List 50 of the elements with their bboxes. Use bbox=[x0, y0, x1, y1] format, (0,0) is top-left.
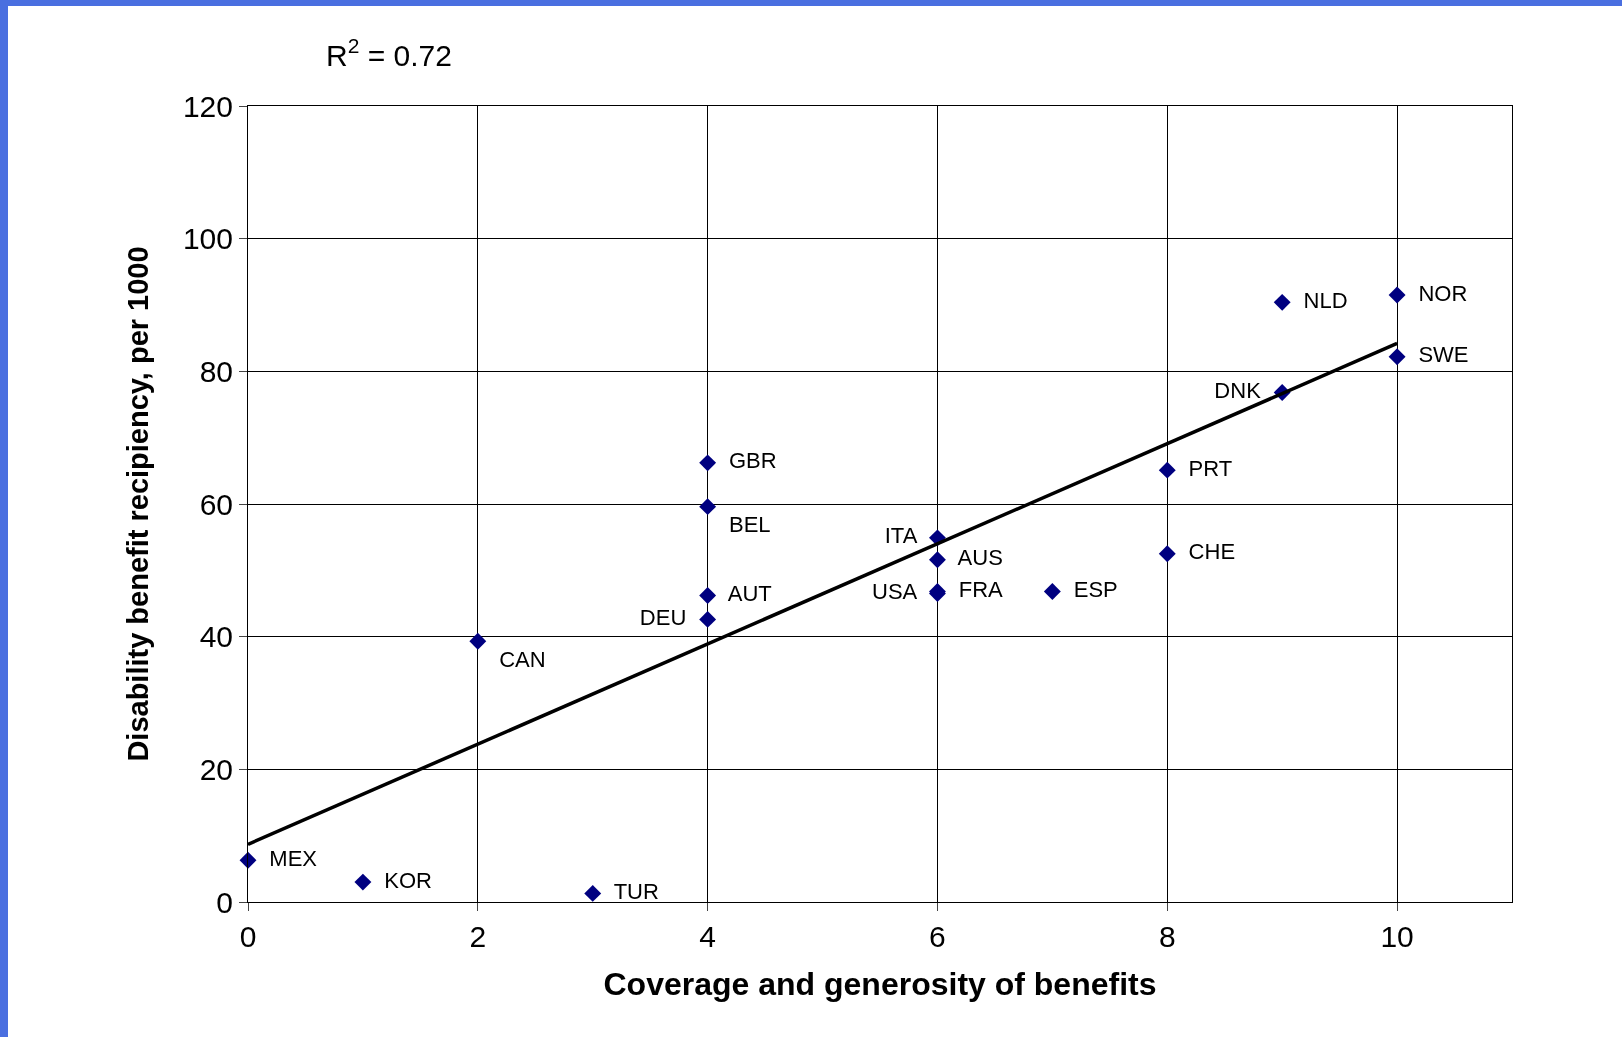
y-tick-label: 60 bbox=[199, 487, 233, 521]
point bbox=[1388, 286, 1406, 304]
y-tick-label: 40 bbox=[199, 620, 233, 654]
point bbox=[929, 551, 946, 569]
data-label: NLD bbox=[1291, 287, 1360, 313]
data-label: CAN bbox=[486, 646, 558, 672]
point bbox=[239, 851, 257, 869]
y-tick-label: 120 bbox=[182, 89, 233, 123]
y-tick-label: 100 bbox=[182, 222, 233, 256]
data-label: ITA bbox=[872, 523, 929, 549]
point bbox=[1388, 348, 1406, 366]
y-axis-title: Disability benefit recipiency, per 1000 bbox=[122, 246, 155, 762]
data-label: USA bbox=[859, 579, 929, 605]
data-label: AUS bbox=[946, 545, 1016, 571]
point bbox=[699, 610, 717, 628]
x-tick-label: 8 bbox=[1158, 920, 1176, 953]
data-label: DNK bbox=[1202, 378, 1274, 404]
point bbox=[699, 454, 717, 472]
point bbox=[699, 498, 717, 516]
point bbox=[1043, 583, 1061, 601]
x-axis-title: Coverage and generosity of benefits bbox=[603, 965, 1157, 1002]
x-tick-label: 2 bbox=[469, 920, 487, 953]
data-label: TUR bbox=[601, 878, 672, 904]
data-label: BEL bbox=[716, 512, 782, 538]
data-label: DEU bbox=[627, 604, 699, 630]
data-label: NOR bbox=[1406, 280, 1480, 306]
x-tick-label: 10 bbox=[1380, 920, 1414, 953]
data-label: PRT bbox=[1176, 455, 1245, 481]
point bbox=[469, 632, 487, 650]
point bbox=[354, 873, 372, 891]
data-label: FRA bbox=[946, 577, 1014, 603]
x-tick-label: 6 bbox=[929, 920, 946, 953]
data-label: ESP bbox=[1061, 577, 1130, 603]
data-label: CHE bbox=[1176, 539, 1248, 565]
data-label: AUT bbox=[716, 581, 784, 607]
y-tick-label: 0 bbox=[216, 885, 233, 919]
data-label: SWE bbox=[1406, 342, 1481, 368]
text: R$^{2}$ = 0.72 bbox=[326, 34, 452, 72]
data-label: MEX bbox=[257, 845, 330, 871]
data-label: KOR bbox=[372, 867, 445, 893]
point bbox=[584, 884, 602, 902]
point bbox=[1158, 461, 1176, 479]
y-tick-label: 80 bbox=[199, 354, 233, 388]
point bbox=[699, 587, 717, 604]
y-tick-label: 20 bbox=[199, 752, 233, 786]
x-tick-label: 4 bbox=[699, 920, 716, 953]
x-tick-label: 0 bbox=[239, 920, 257, 953]
data-label: GBR bbox=[716, 448, 789, 474]
point bbox=[1273, 293, 1291, 311]
point bbox=[1158, 545, 1176, 563]
